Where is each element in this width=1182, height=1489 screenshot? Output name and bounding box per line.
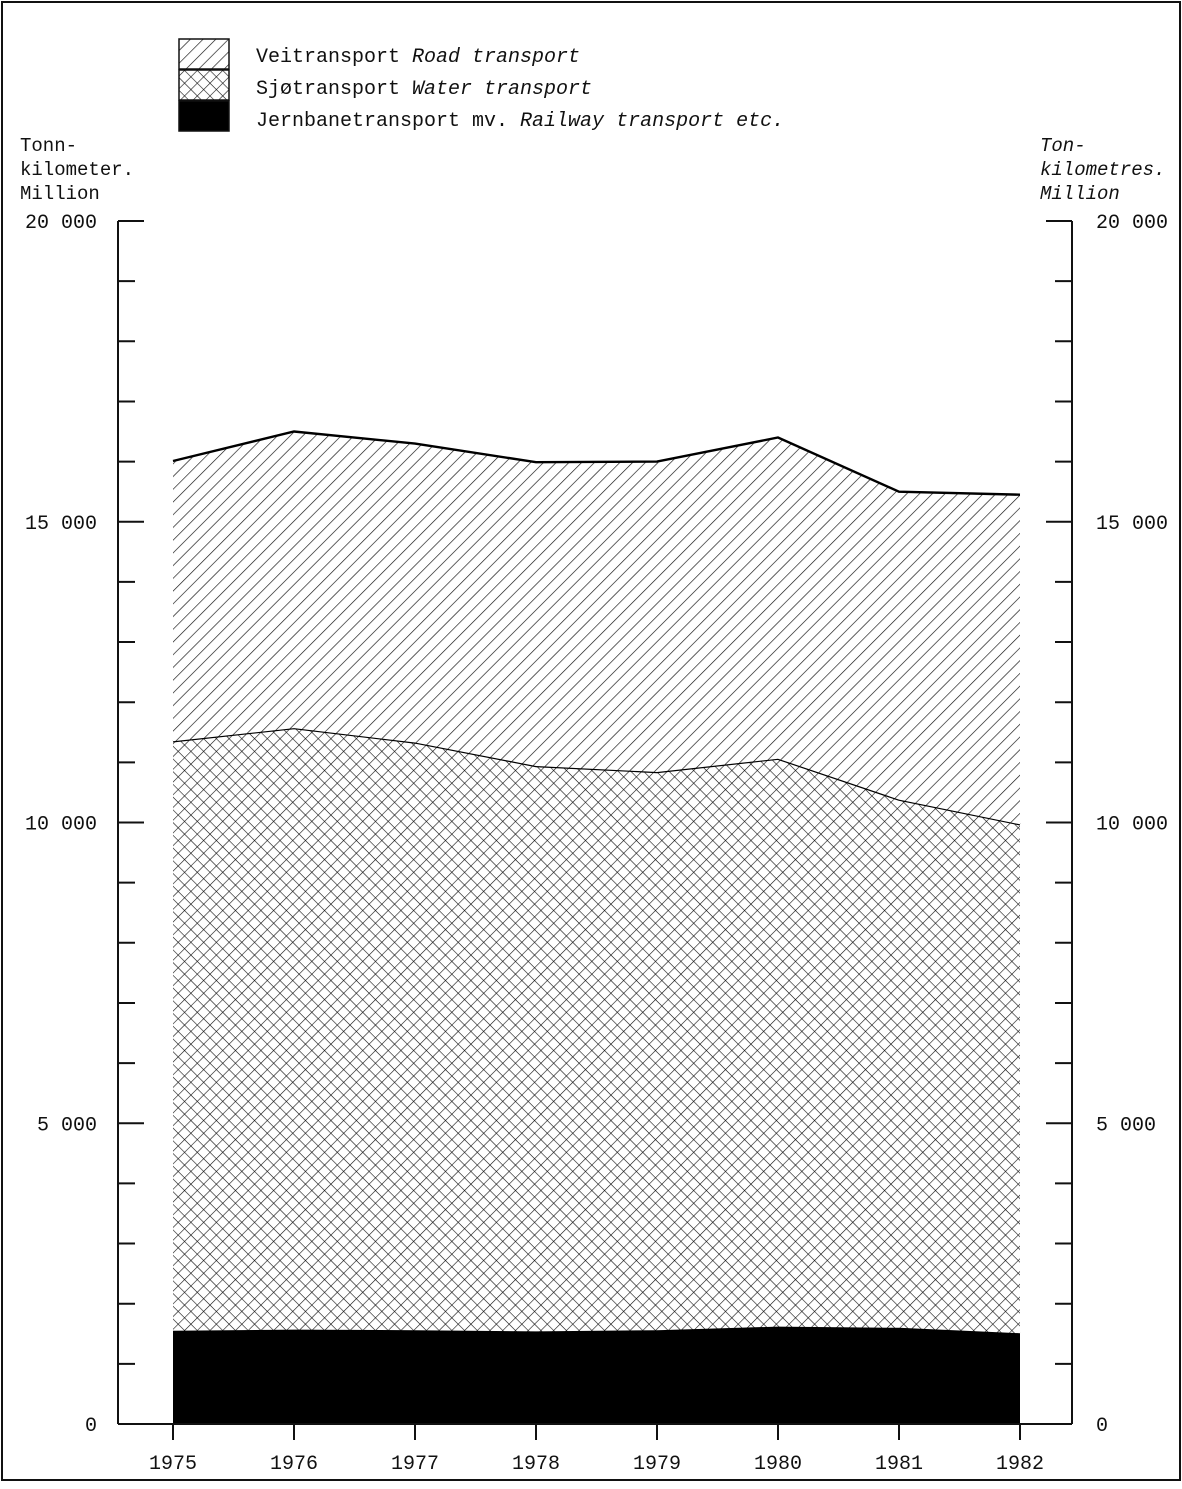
area-railway <box>173 1326 1020 1424</box>
x-tick-label: 1978 <box>512 1453 560 1476</box>
legend-label-water: Sjøtransport Water transport <box>256 78 592 101</box>
y-tick-label-right: 20 000 <box>1096 212 1168 235</box>
x-tick-label: 1981 <box>875 1453 923 1476</box>
y-tick-label-left: 5 000 <box>37 1114 97 1137</box>
legend-item-water: Sjøtransport Water transport <box>178 69 592 101</box>
left-axis-title: Tonn- kilometer. Million <box>20 135 145 205</box>
legend-item-railway: Jernbanetransport mv. Railway transport e… <box>178 100 784 133</box>
area-water <box>173 728 1020 1334</box>
y-tick-label-left: 0 <box>85 1415 97 1438</box>
x-tick-label: 1979 <box>633 1453 681 1476</box>
series-line-road <box>172 430 1021 496</box>
y-tick-label-right: 5 000 <box>1096 1114 1156 1137</box>
x-tick-label: 1982 <box>996 1453 1044 1476</box>
x-tick-label: 1975 <box>149 1453 197 1476</box>
x-tick-label: 1976 <box>270 1453 318 1476</box>
y-tick-label-left: 10 000 <box>25 814 97 837</box>
legend-label-railway: Jernbanetransport mv. Railway transport e… <box>256 110 784 133</box>
y-tick-label-right: 10 000 <box>1096 814 1168 837</box>
legend-swatch-water <box>178 69 230 101</box>
y-tick-label-right: 0 <box>1096 1415 1108 1438</box>
x-tick-label: 1977 <box>391 1453 439 1476</box>
legend: Veitransport Road transport Sjøtransport W… <box>178 38 784 133</box>
x-tick-label: 1980 <box>754 1453 802 1476</box>
legend-swatch-road <box>178 38 230 70</box>
legend-item-road: Veitransport Road transport <box>178 38 580 70</box>
right-axis-title: Ton- kilometres. Million <box>1040 135 1177 205</box>
legend-swatch-railway <box>178 100 230 132</box>
y-tick-label-left: 20 000 <box>25 212 97 235</box>
axes: 0 0 5 000 5 000 10 000 10 000 15 000 15 000 20 0… <box>25 212 1168 1476</box>
area-layers <box>172 430 1021 1424</box>
y-tick-label-left: 15 000 <box>25 513 97 536</box>
y-tick-label-right: 15 000 <box>1096 513 1168 536</box>
area-road <box>173 431 1020 825</box>
legend-label-road: Veitransport Road transport <box>256 46 580 69</box>
